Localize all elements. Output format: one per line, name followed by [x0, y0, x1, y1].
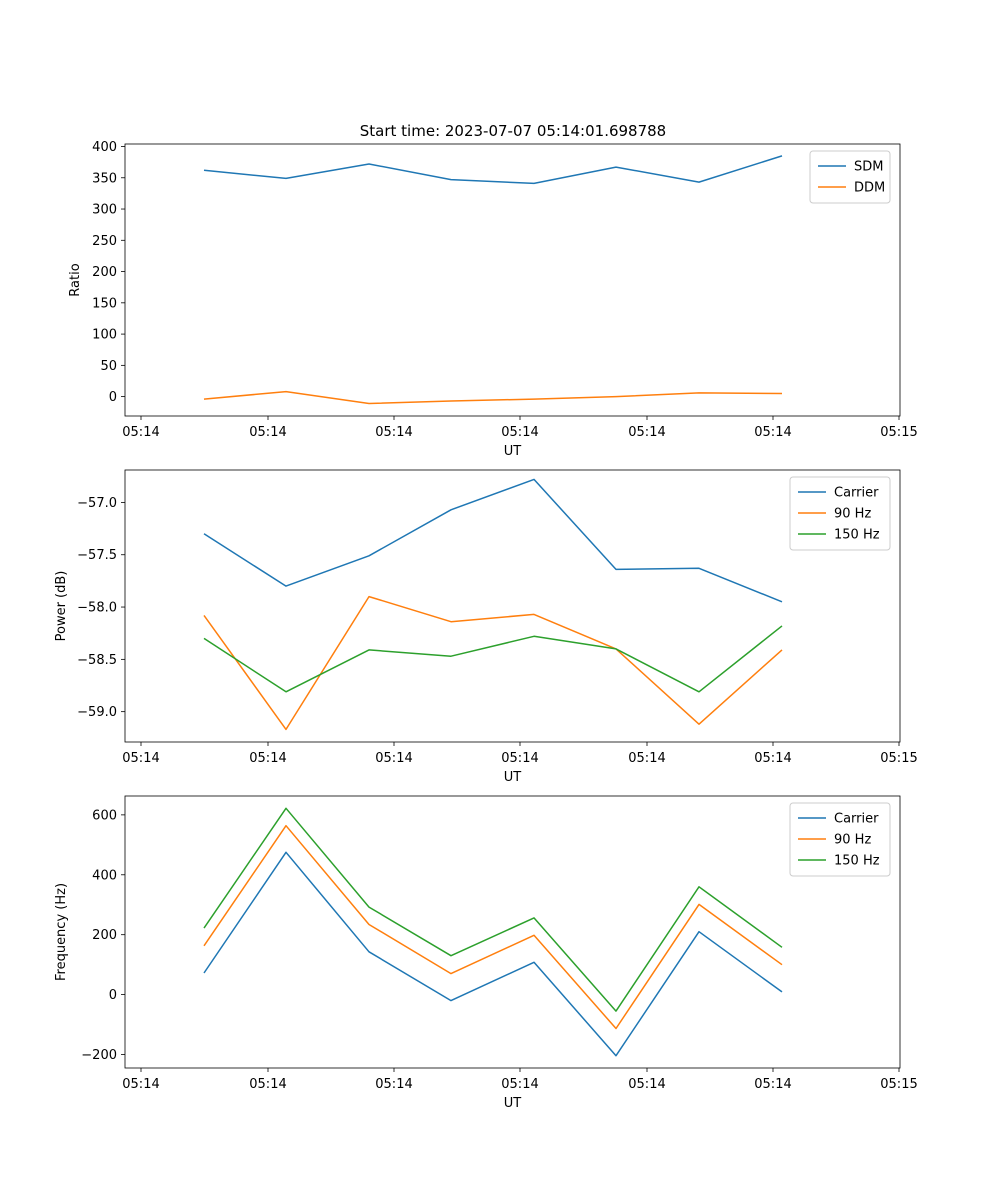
chart-panel-3: −200 0 200 400 600 05:14 05:14 05:14 05:14 05:14 0… [54, 795, 918, 1111]
x-tick-label: 05:14 [501, 751, 538, 766]
legend-label: DDM [854, 181, 885, 196]
y-tick-label: −58.5 [77, 653, 117, 668]
x-tick-label: 05:15 [880, 1077, 917, 1092]
legend-label: 150 Hz [834, 854, 880, 869]
y-tick-label: 250 [92, 234, 117, 249]
x-tick-label: 05:15 [880, 751, 917, 766]
series-line-90-hz [203, 824, 783, 1030]
y-axis-label: Ratio [68, 263, 83, 296]
y-tick-label: 400 [92, 868, 117, 883]
series-line-sdm [203, 155, 783, 185]
legend: Carrier 90 Hz 150 Hz [789, 802, 891, 877]
x-tick-label: 05:14 [628, 425, 665, 440]
y-axis-label: Frequency (Hz) [54, 883, 69, 981]
x-tick-label: 05:14 [628, 751, 665, 766]
x-tick-label: 05:14 [628, 1077, 665, 1092]
x-tick-label: 05:14 [501, 1077, 538, 1092]
x-tick-label: 05:14 [375, 425, 412, 440]
x-axis-label: UT [504, 444, 522, 459]
legend-label: Carrier [834, 812, 879, 827]
x-tick-label: 05:14 [754, 751, 791, 766]
y-tick-label: 600 [92, 808, 117, 823]
y-tick-label: −58.0 [77, 601, 117, 616]
legend-label: Carrier [834, 486, 879, 501]
y-tick-label: 0 [109, 390, 117, 405]
legend-label: 150 Hz [834, 528, 880, 543]
chart-panel-1: 0 50 100 150 200 250 300 350 400 05:14 05:14 05:14 0… [68, 140, 918, 459]
x-axis-label: UT [504, 770, 522, 785]
legend-label: 90 Hz [834, 507, 871, 522]
series-line-carrier [203, 851, 783, 1057]
legend-label: SDM [854, 160, 883, 175]
x-tick-label: 05:14 [122, 751, 159, 766]
axes-frame [124, 469, 901, 743]
y-tick-label: 300 [92, 203, 117, 218]
figure-title: Start time: 2023-07-07 05:14:01.698788 [360, 122, 666, 140]
series-line-ddm [203, 390, 783, 405]
legend: SDM DDM [809, 150, 891, 204]
x-tick-label: 05:14 [375, 1077, 412, 1092]
y-tick-label: 150 [92, 296, 117, 311]
y-tick-label: −200 [81, 1048, 117, 1063]
x-tick-label: 05:14 [754, 1077, 791, 1092]
x-axis-label: UT [504, 1096, 522, 1111]
legend-box [809, 150, 891, 204]
y-tick-label: −57.5 [77, 548, 117, 563]
series-line-carrier [203, 478, 783, 603]
legend-label: 90 Hz [834, 833, 871, 848]
y-tick-label: 350 [92, 171, 117, 186]
y-tick-label: 200 [92, 265, 117, 280]
legend: Carrier 90 Hz 150 Hz [789, 476, 891, 551]
series-line-150-hz [203, 625, 783, 693]
y-axis-label: Power (dB) [54, 571, 69, 642]
y-tick-label: 0 [109, 988, 117, 1003]
x-tick-label: 05:15 [880, 425, 917, 440]
y-tick-label: 50 [100, 359, 117, 374]
y-tick-label: 400 [92, 140, 117, 155]
x-tick-label: 05:14 [249, 751, 286, 766]
y-tick-label: −57.0 [77, 496, 117, 511]
x-tick-label: 05:14 [375, 751, 412, 766]
y-tick-label: −59.0 [77, 705, 117, 720]
x-tick-label: 05:14 [122, 1077, 159, 1092]
chart-panel-2: −59.0 −58.5 −58.0 −57.5 −57.0 05:14 05:14 05:14… [54, 469, 918, 785]
y-tick-label: 200 [92, 928, 117, 943]
axes-frame [124, 795, 901, 1069]
legend-box [789, 802, 891, 877]
x-tick-label: 05:14 [122, 425, 159, 440]
series-line-150-hz [203, 807, 783, 1012]
axes-frame [124, 143, 901, 417]
x-tick-label: 05:14 [249, 425, 286, 440]
legend-box [789, 476, 891, 551]
y-tick-label: 100 [92, 328, 117, 343]
x-tick-label: 05:14 [754, 425, 791, 440]
series-line-90-hz [203, 595, 783, 731]
x-tick-label: 05:14 [249, 1077, 286, 1092]
x-tick-label: 05:14 [501, 425, 538, 440]
